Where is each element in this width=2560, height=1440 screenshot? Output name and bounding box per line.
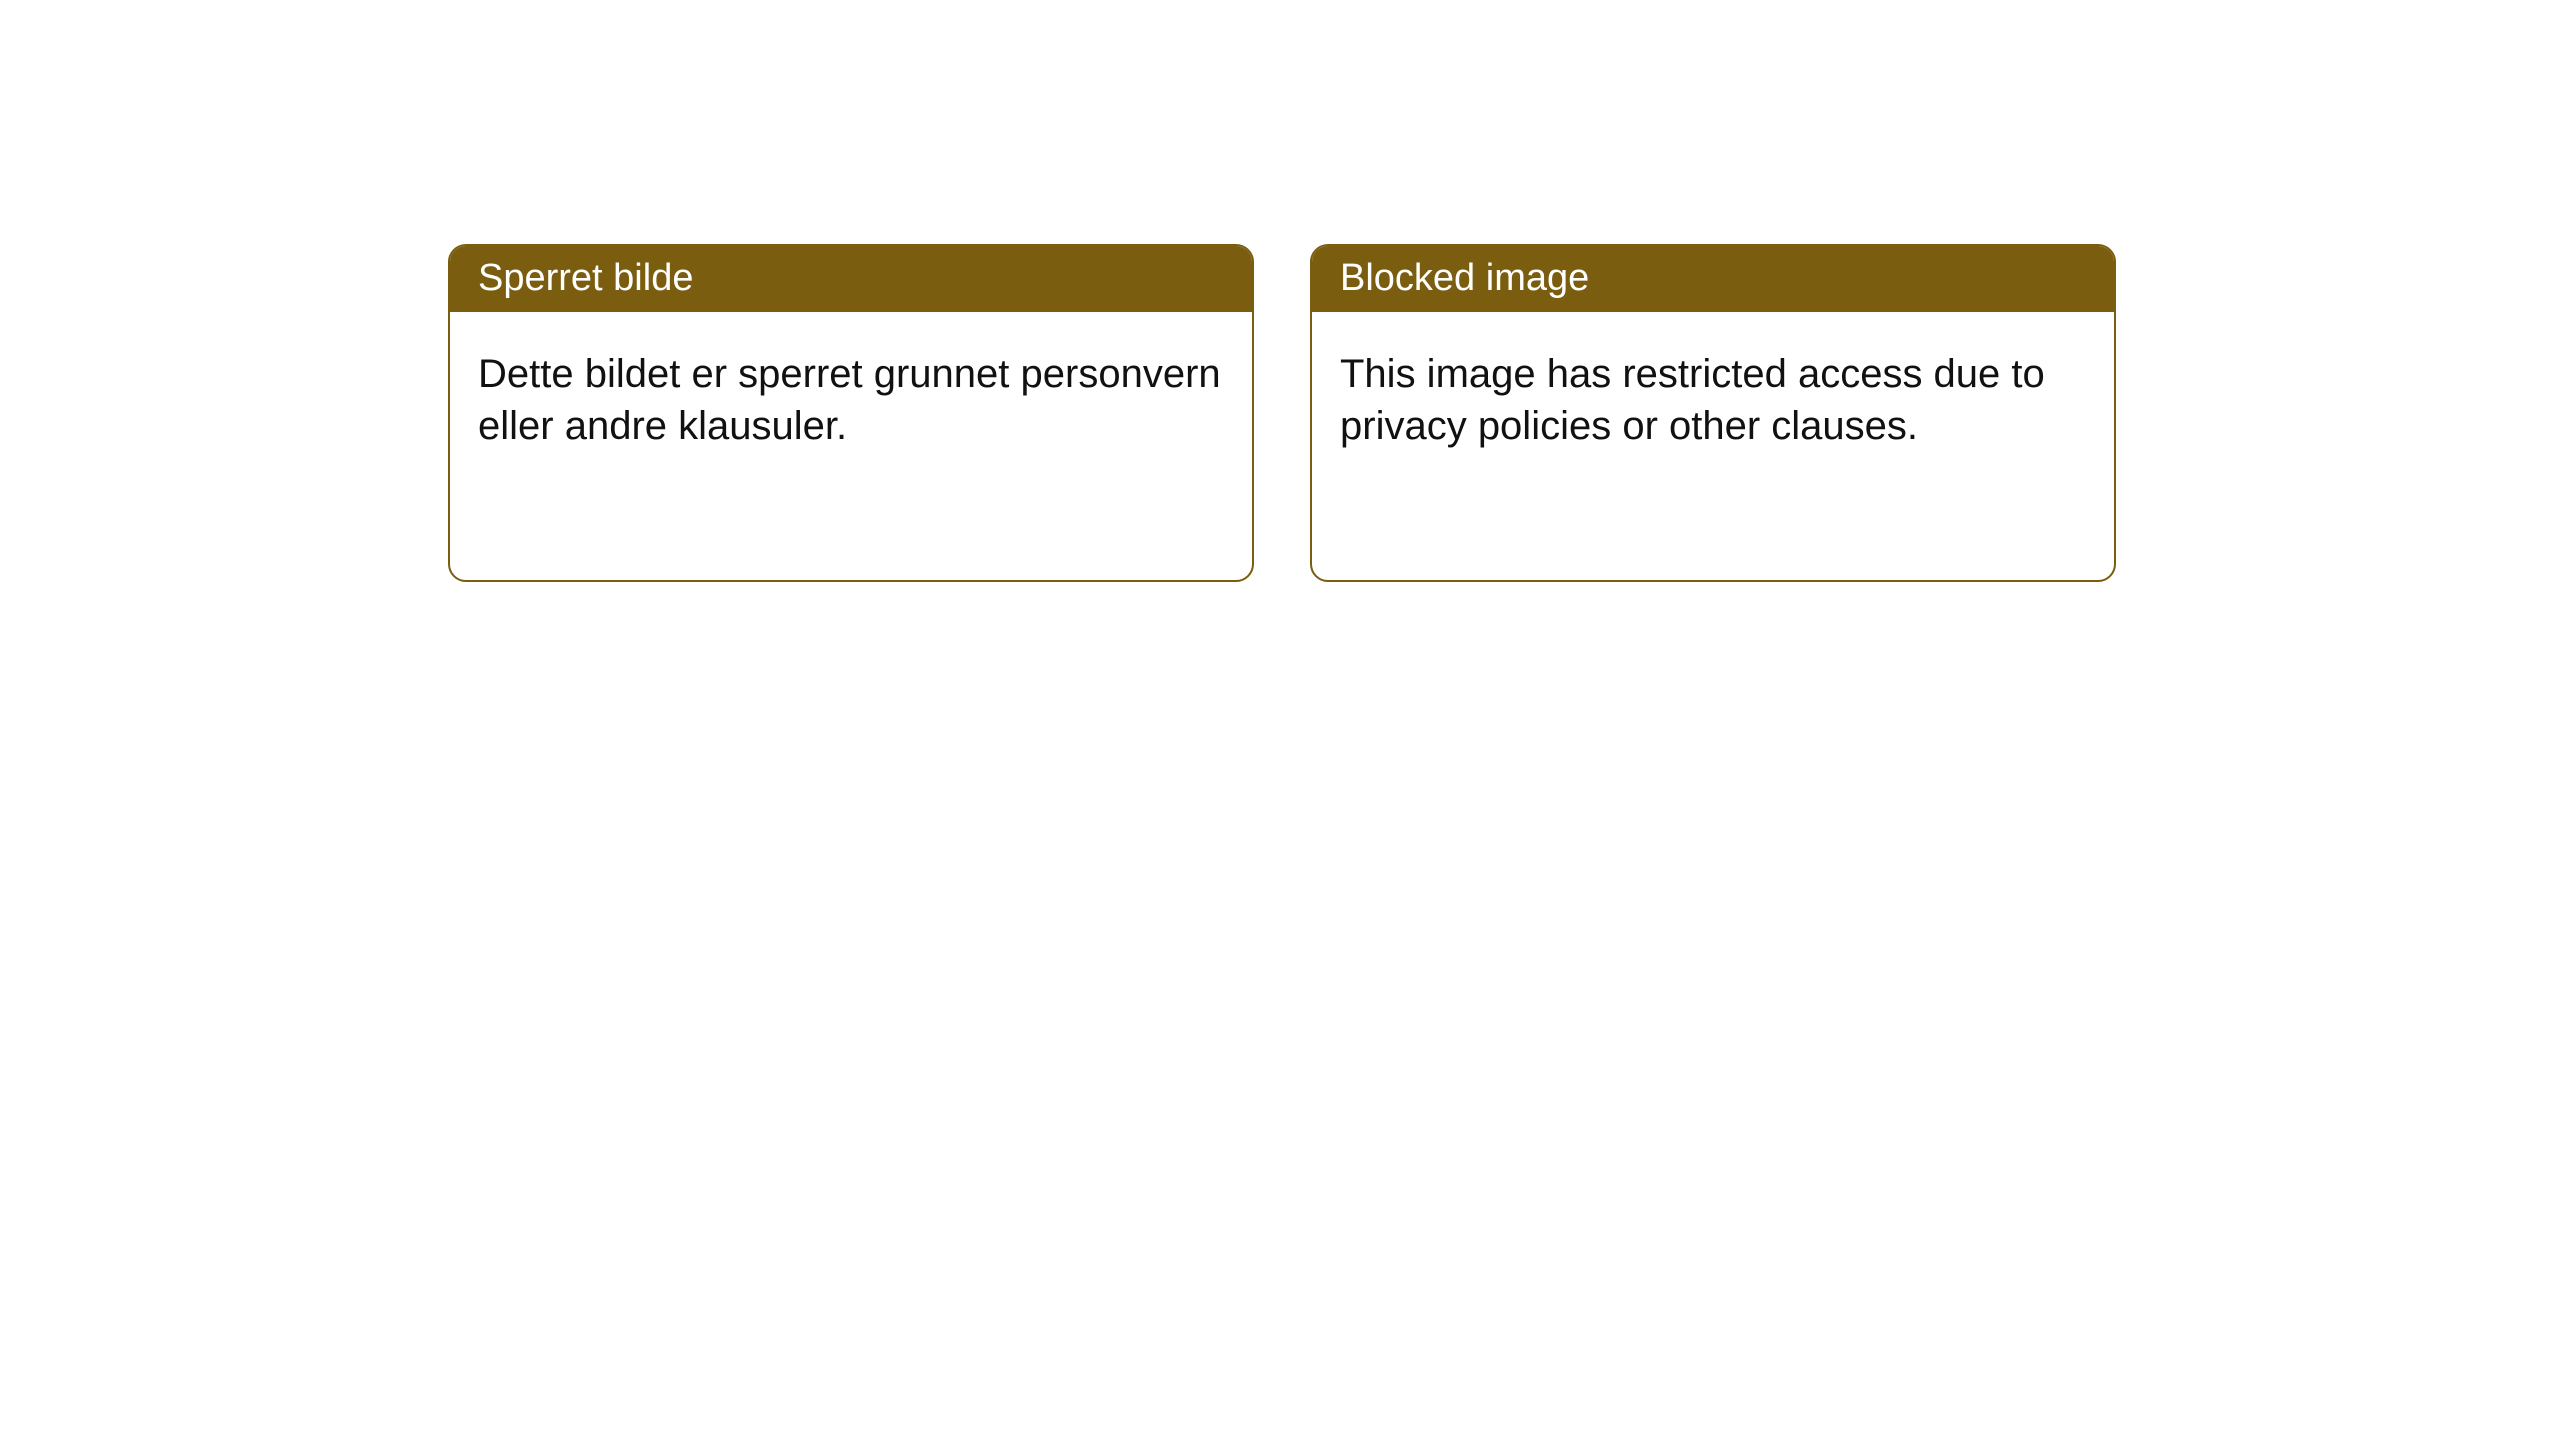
notice-message: Dette bildet er sperret grunnet personve… [478,352,1221,448]
notice-title: Blocked image [1340,257,1589,299]
notice-card-english: Blocked image This image has restricted … [1310,244,2116,582]
notice-header: Blocked image [1312,246,2114,312]
notice-header: Sperret bilde [450,246,1252,312]
notice-title: Sperret bilde [478,257,693,299]
notice-body: This image has restricted access due to … [1312,312,2114,580]
notice-card-norwegian: Sperret bilde Dette bildet er sperret gr… [448,244,1254,582]
notice-container: Sperret bilde Dette bildet er sperret gr… [448,244,2116,582]
notice-body: Dette bildet er sperret grunnet personve… [450,312,1252,580]
notice-message: This image has restricted access due to … [1340,352,2045,448]
